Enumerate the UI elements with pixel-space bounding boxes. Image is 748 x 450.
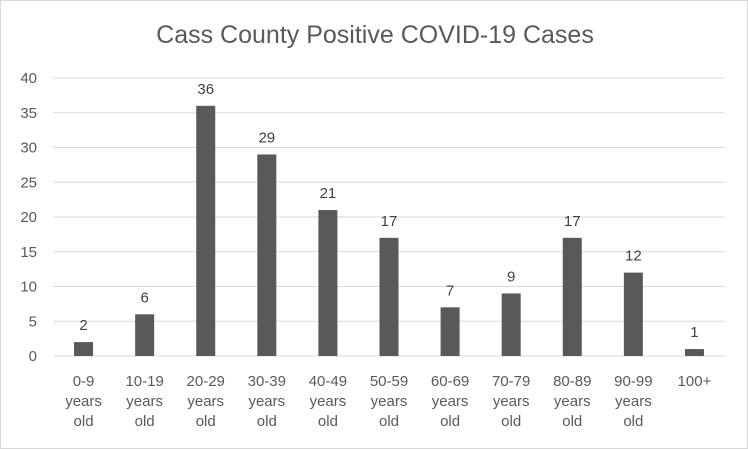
x-tick-label: 20-29 years old — [187, 373, 225, 430]
x-tick-label: 0-9 years old — [65, 373, 102, 430]
x-tick-label: 70-79 years old — [492, 373, 530, 430]
y-tick-label: 5 — [29, 313, 37, 330]
x-tick-label: 60-69 years old — [431, 373, 469, 430]
y-tick-label: 15 — [20, 244, 37, 261]
bar — [257, 154, 277, 356]
y-tick-label: 0 — [29, 348, 37, 365]
x-tick-label: 80-89 years old — [553, 373, 591, 430]
bar — [684, 349, 704, 356]
data-label: 1 — [690, 324, 698, 341]
bar — [318, 210, 338, 356]
y-tick-label: 10 — [20, 279, 37, 296]
y-tick-label: 40 — [20, 70, 37, 87]
bar — [562, 237, 582, 356]
x-tick-label: 90-99 years old — [614, 373, 652, 430]
data-label: 12 — [625, 248, 642, 265]
chart-title: Cass County Positive COVID-19 Cases — [156, 21, 594, 49]
x-axis-ticks: 0-9 years old 10-19 years old 20-29 years old 30-… — [65, 373, 711, 430]
bar — [379, 237, 399, 356]
x-tick-label: 100+ — [678, 373, 712, 390]
bar — [196, 105, 216, 356]
y-axis-ticks: 0 5 10 15 20 25 30 35 40 — [20, 70, 37, 365]
data-labels: 2 6 36 29 21 17 7 9 17 12 1 — [79, 81, 698, 341]
y-tick-label: 35 — [20, 105, 37, 122]
data-label: 29 — [258, 129, 275, 146]
data-label: 6 — [140, 289, 148, 306]
bar — [135, 314, 155, 356]
bar — [74, 342, 94, 356]
x-tick-label: 10-19 years old — [125, 373, 163, 430]
x-tick-label: 50-59 years old — [370, 373, 408, 430]
data-label: 17 — [381, 213, 398, 230]
x-tick-label: 30-39 years old — [248, 373, 286, 430]
x-tick-label: 40-49 years old — [309, 373, 347, 430]
y-tick-label: 20 — [20, 209, 37, 226]
data-label: 7 — [446, 282, 454, 299]
data-label: 17 — [564, 213, 581, 230]
bar — [501, 293, 521, 356]
data-label: 2 — [79, 317, 87, 334]
data-label: 9 — [507, 268, 515, 285]
bar — [440, 307, 460, 356]
bars — [74, 105, 704, 356]
data-label: 21 — [320, 185, 337, 202]
y-tick-label: 25 — [20, 174, 37, 191]
bar — [623, 272, 643, 356]
y-tick-label: 30 — [20, 140, 37, 157]
data-label: 36 — [197, 81, 214, 98]
